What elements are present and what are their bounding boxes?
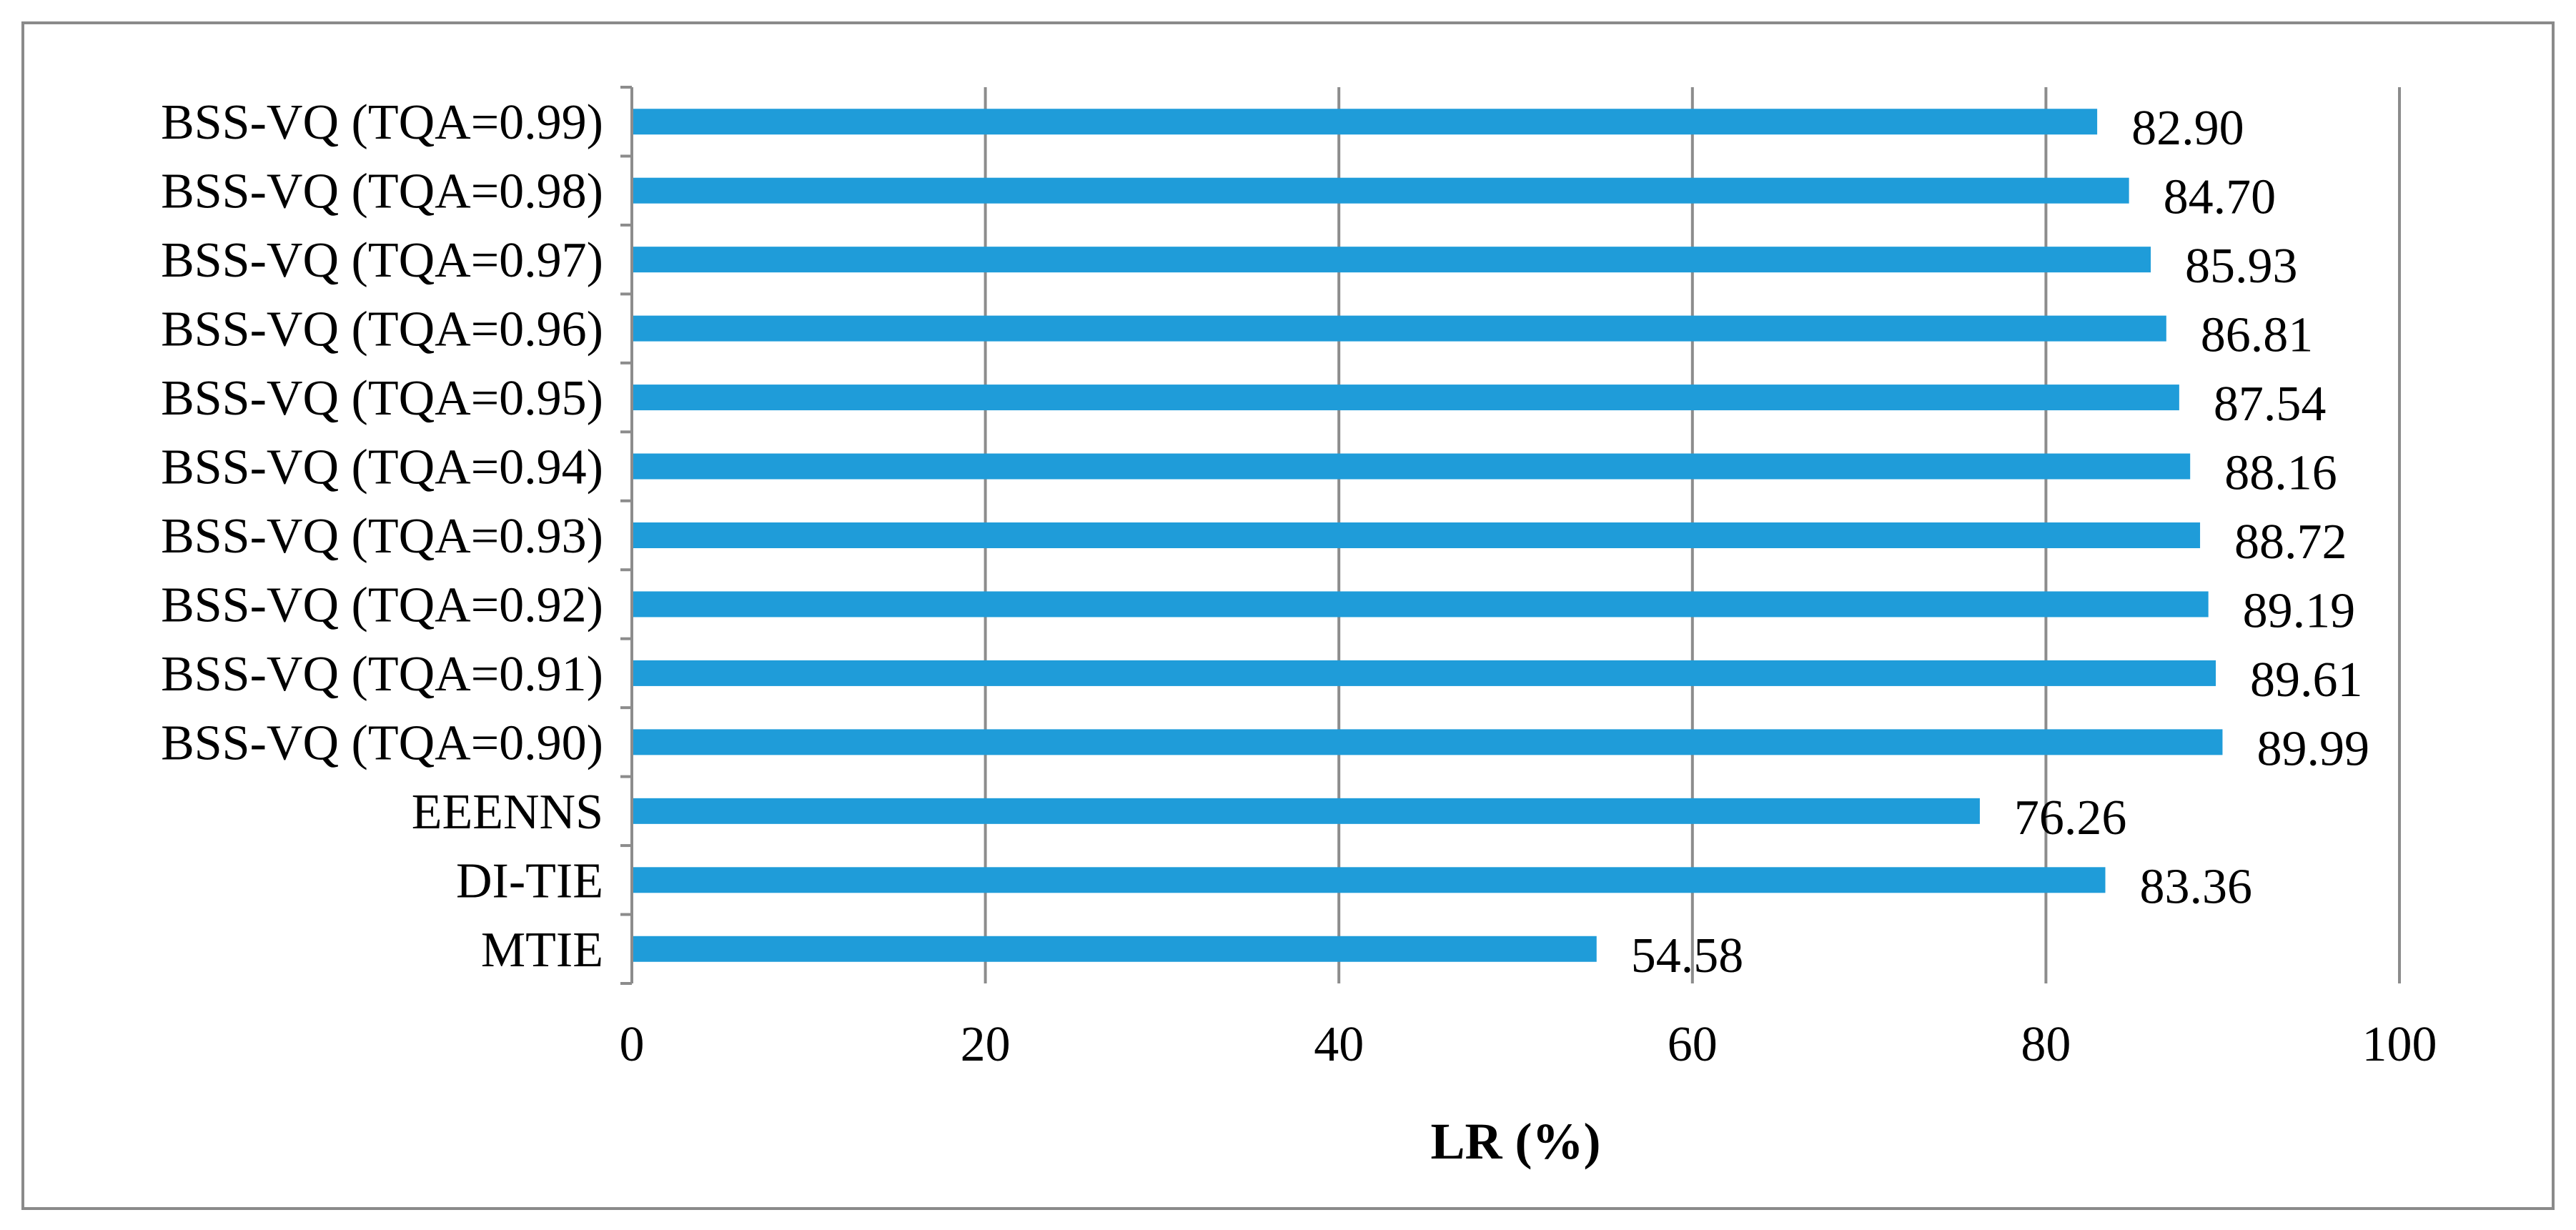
category-label-10: BSS-VQ (TQA=0.90) [161, 715, 603, 770]
category-label-4: BSS-VQ (TQA=0.96) [161, 302, 603, 357]
axes [620, 86, 633, 985]
bar-5 [632, 385, 2179, 411]
bar-4 [632, 315, 2166, 342]
category-label-9: BSS-VQ (TQA=0.91) [161, 647, 603, 702]
data-label-5: 87.54 [2214, 377, 2327, 432]
bar-2 [632, 177, 2129, 204]
chart-frame: 0 20 40 60 80 100 BSS-VQ (TQA=0.99) 82.90 BSS-VQ… [21, 21, 2555, 1210]
data-label-13: 54.58 [1631, 928, 1744, 983]
category-label-12: DI-TIE [456, 853, 603, 908]
category-label-11: EEENNS [412, 785, 603, 840]
bar-7 [632, 522, 2201, 548]
category-label-3: BSS-VQ (TQA=0.97) [161, 233, 603, 288]
data-label-3: 85.93 [2185, 239, 2298, 294]
bar-11 [632, 798, 1980, 824]
data-label-12: 83.36 [2139, 859, 2252, 914]
labels: 0 20 40 60 80 100 BSS-VQ (TQA=0.99) 82.90 BSS-VQ… [161, 95, 2437, 1072]
x-axis-title: LR (%) [1431, 1113, 1601, 1170]
category-label-2: BSS-VQ (TQA=0.98) [161, 164, 603, 219]
bar-13 [632, 936, 1597, 962]
data-label-11: 76.26 [2014, 790, 2127, 845]
data-label-8: 89.19 [2243, 583, 2356, 638]
x-tick-label-0: 0 [620, 1017, 645, 1072]
x-tick-label-80: 80 [2021, 1017, 2071, 1072]
x-tick-label-20: 20 [961, 1017, 1011, 1072]
bars [632, 109, 2223, 962]
data-label-2: 84.70 [2164, 170, 2277, 225]
bar-8 [632, 591, 2209, 618]
data-label-1: 82.90 [2131, 101, 2244, 156]
bar-12 [632, 867, 2106, 893]
x-tick-label-40: 40 [1314, 1017, 1364, 1072]
category-label-7: BSS-VQ (TQA=0.93) [161, 509, 603, 564]
data-label-6: 88.16 [2224, 446, 2337, 501]
category-label-6: BSS-VQ (TQA=0.94) [161, 440, 603, 495]
data-label-7: 88.72 [2234, 515, 2347, 570]
bar-1 [632, 109, 2098, 135]
x-tick-label-100: 100 [2362, 1017, 2437, 1072]
data-label-10: 89.99 [2257, 721, 2369, 776]
bar-chart: 0 20 40 60 80 100 BSS-VQ (TQA=0.99) 82.90 BSS-VQ… [161, 86, 2437, 1170]
bar-6 [632, 453, 2191, 480]
data-label-4: 86.81 [2201, 308, 2314, 363]
category-label-8: BSS-VQ (TQA=0.92) [161, 577, 603, 633]
x-tick-label-60: 60 [1668, 1017, 1718, 1072]
bar-9 [632, 660, 2216, 686]
bar-3 [632, 247, 2151, 273]
data-label-9: 89.61 [2250, 653, 2363, 708]
category-label-13: MTIE [481, 923, 603, 978]
category-label-1: BSS-VQ (TQA=0.99) [161, 95, 603, 150]
bar-10 [632, 729, 2223, 755]
category-label-5: BSS-VQ (TQA=0.95) [161, 371, 603, 426]
